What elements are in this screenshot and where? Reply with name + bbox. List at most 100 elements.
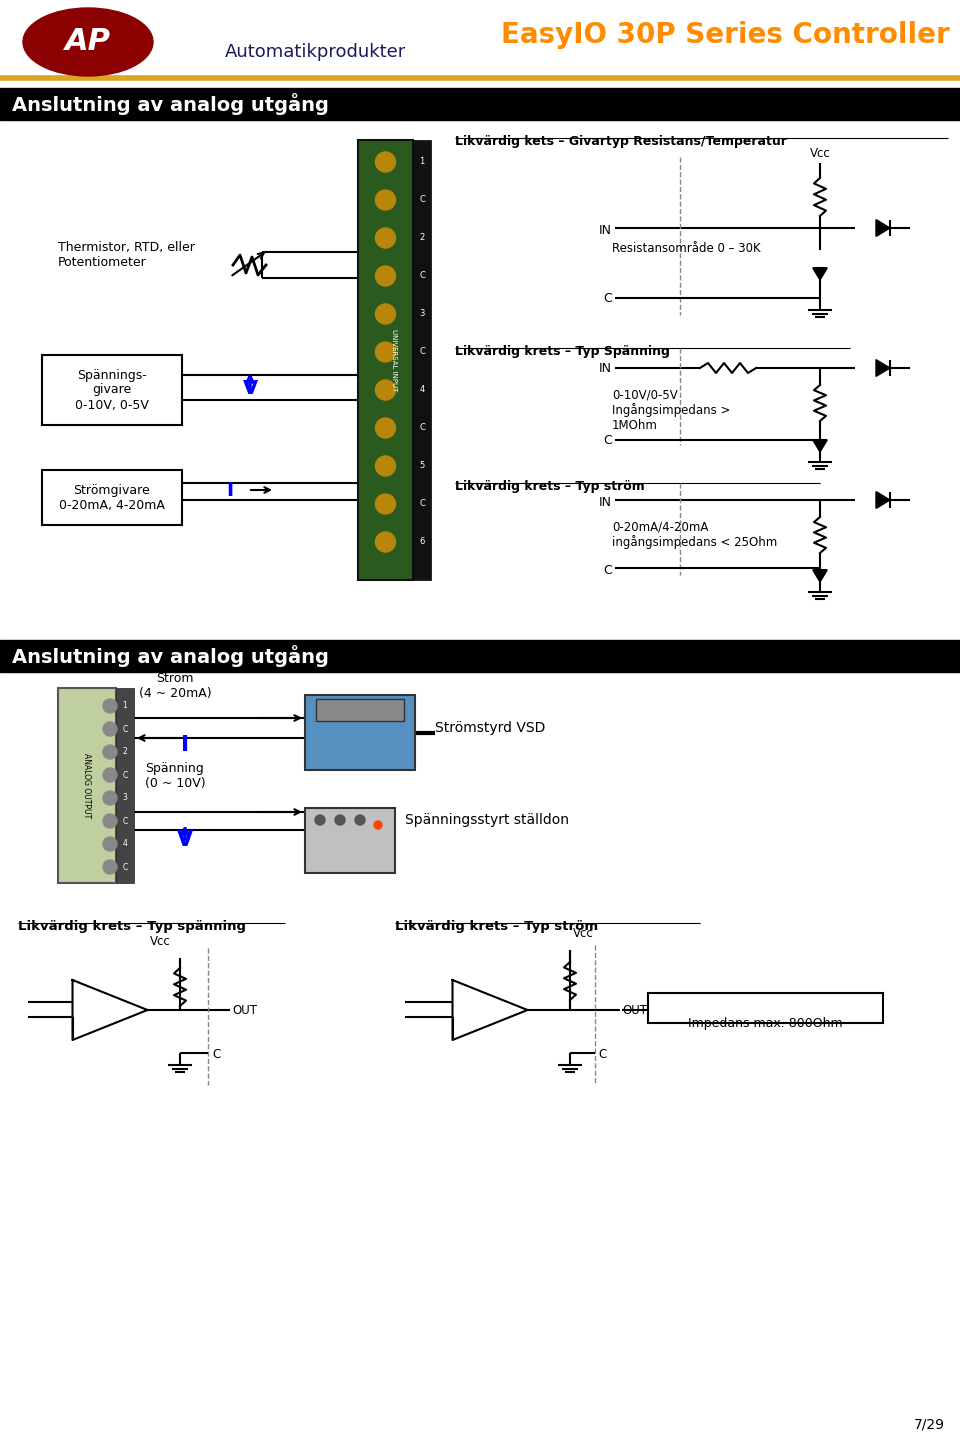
- Circle shape: [375, 380, 396, 400]
- Text: C: C: [212, 1049, 220, 1062]
- Text: Spänningsstyrt ställdon: Spänningsstyrt ställdon: [405, 814, 569, 827]
- Circle shape: [335, 815, 345, 825]
- Circle shape: [103, 814, 117, 828]
- Polygon shape: [813, 267, 828, 280]
- Text: EasyIO 30P Series Controller: EasyIO 30P Series Controller: [501, 22, 950, 49]
- Circle shape: [375, 152, 396, 172]
- Bar: [58, 688, 116, 883]
- Text: 2: 2: [420, 234, 424, 243]
- Circle shape: [103, 790, 117, 805]
- Text: I: I: [180, 736, 189, 754]
- Bar: [413, 140, 431, 579]
- Circle shape: [315, 815, 325, 825]
- Text: C: C: [603, 434, 612, 447]
- Polygon shape: [876, 220, 890, 237]
- Text: UNIVERSAL INPUT: UNIVERSAL INPUT: [391, 329, 396, 392]
- Text: 0-20mA/4-20mA
ingångsimpedans < 25Ohm: 0-20mA/4-20mA ingångsimpedans < 25Ohm: [612, 520, 778, 549]
- Text: Likvärdig krets – Typ ström: Likvärdig krets – Typ ström: [395, 920, 598, 933]
- Circle shape: [375, 266, 396, 286]
- Circle shape: [375, 457, 396, 475]
- Circle shape: [103, 767, 117, 782]
- Bar: [42, 355, 182, 425]
- Text: I: I: [227, 481, 233, 500]
- Text: Likvärdig krets – Typ spänning: Likvärdig krets – Typ spänning: [18, 920, 246, 933]
- Text: C: C: [122, 816, 128, 825]
- Text: 3: 3: [123, 793, 128, 802]
- Bar: [358, 140, 413, 579]
- Text: IN: IN: [599, 361, 612, 374]
- Bar: [116, 688, 134, 883]
- Text: 4: 4: [123, 840, 128, 848]
- Circle shape: [375, 189, 396, 210]
- Bar: [305, 808, 395, 873]
- Text: V: V: [243, 379, 257, 397]
- Text: OUT: OUT: [622, 1003, 647, 1016]
- Text: C: C: [420, 272, 425, 280]
- Text: Anslutning av analog utgång: Anslutning av analog utgång: [12, 92, 329, 116]
- Text: ANALOG OUTPUT: ANALOG OUTPUT: [83, 753, 91, 818]
- Circle shape: [375, 303, 396, 324]
- Text: Likvärdig krets – Typ ström: Likvärdig krets – Typ ström: [455, 480, 645, 493]
- Text: C: C: [603, 564, 612, 577]
- Text: C: C: [420, 423, 425, 432]
- Circle shape: [103, 699, 117, 712]
- Circle shape: [374, 821, 382, 829]
- Circle shape: [375, 342, 396, 363]
- Text: V: V: [177, 829, 193, 850]
- Polygon shape: [813, 439, 828, 452]
- Polygon shape: [813, 569, 828, 582]
- Circle shape: [355, 815, 365, 825]
- Circle shape: [375, 532, 396, 552]
- Text: C: C: [420, 195, 425, 205]
- Text: Thermistor, RTD, eller
Potentiometer: Thermistor, RTD, eller Potentiometer: [58, 241, 195, 269]
- Text: Strömgivare
0-20mA, 4-20mA: Strömgivare 0-20mA, 4-20mA: [60, 484, 165, 512]
- Text: Anslutning av analog utgång: Anslutning av analog utgång: [12, 644, 329, 668]
- Circle shape: [375, 228, 396, 249]
- Text: 7/29: 7/29: [914, 1418, 945, 1432]
- Polygon shape: [876, 491, 890, 509]
- Text: Impedans max. 800Ohm: Impedans max. 800Ohm: [687, 1016, 842, 1029]
- Text: Likvärdig krets – Typ Spänning: Likvärdig krets – Typ Spänning: [455, 345, 670, 358]
- Text: IN: IN: [599, 496, 612, 509]
- Bar: [316, 699, 404, 721]
- Text: Likvärdig kets – Givartyp Resistans/Temperatur: Likvärdig kets – Givartyp Resistans/Temp…: [455, 134, 787, 147]
- Text: Vcc: Vcc: [572, 928, 593, 941]
- Text: 5: 5: [420, 461, 424, 471]
- Text: Spännings-
givare
0-10V, 0-5V: Spännings- givare 0-10V, 0-5V: [75, 368, 149, 412]
- Text: 1: 1: [123, 701, 128, 711]
- Text: Vcc: Vcc: [150, 935, 170, 948]
- Text: Strömstyrd VSD: Strömstyrd VSD: [435, 721, 545, 736]
- Text: C: C: [122, 863, 128, 871]
- Text: 3: 3: [420, 309, 424, 318]
- Text: Ström
(4 ~ 20mA): Ström (4 ~ 20mA): [138, 672, 211, 699]
- Text: C: C: [420, 347, 425, 357]
- Text: Automatikprodukter: Automatikprodukter: [225, 43, 406, 61]
- Text: C: C: [122, 724, 128, 734]
- Circle shape: [103, 837, 117, 851]
- Circle shape: [375, 494, 396, 514]
- Text: C: C: [122, 770, 128, 779]
- Circle shape: [375, 418, 396, 438]
- Bar: [648, 993, 883, 1023]
- Text: 1: 1: [420, 158, 424, 166]
- Text: C: C: [598, 1049, 607, 1062]
- Bar: [305, 695, 415, 770]
- Text: Vcc: Vcc: [809, 147, 830, 160]
- Circle shape: [103, 860, 117, 874]
- Bar: [42, 470, 182, 525]
- Text: 4: 4: [420, 386, 424, 394]
- Text: C: C: [603, 292, 612, 305]
- Text: AP: AP: [65, 27, 111, 56]
- Bar: [0, 88, 960, 120]
- Ellipse shape: [23, 9, 153, 77]
- Text: C: C: [420, 500, 425, 509]
- Circle shape: [103, 722, 117, 736]
- Text: 6: 6: [420, 538, 424, 546]
- Text: 2: 2: [123, 747, 128, 757]
- Polygon shape: [876, 360, 890, 376]
- Text: 0-10V/0-5V
Ingångsimpedans >
1MOhm: 0-10V/0-5V Ingångsimpedans > 1MOhm: [612, 389, 731, 432]
- Text: OUT: OUT: [232, 1003, 257, 1016]
- Text: Spänning
(0 ~ 10V): Spänning (0 ~ 10V): [145, 762, 205, 790]
- Text: IN: IN: [599, 224, 612, 237]
- Circle shape: [103, 746, 117, 759]
